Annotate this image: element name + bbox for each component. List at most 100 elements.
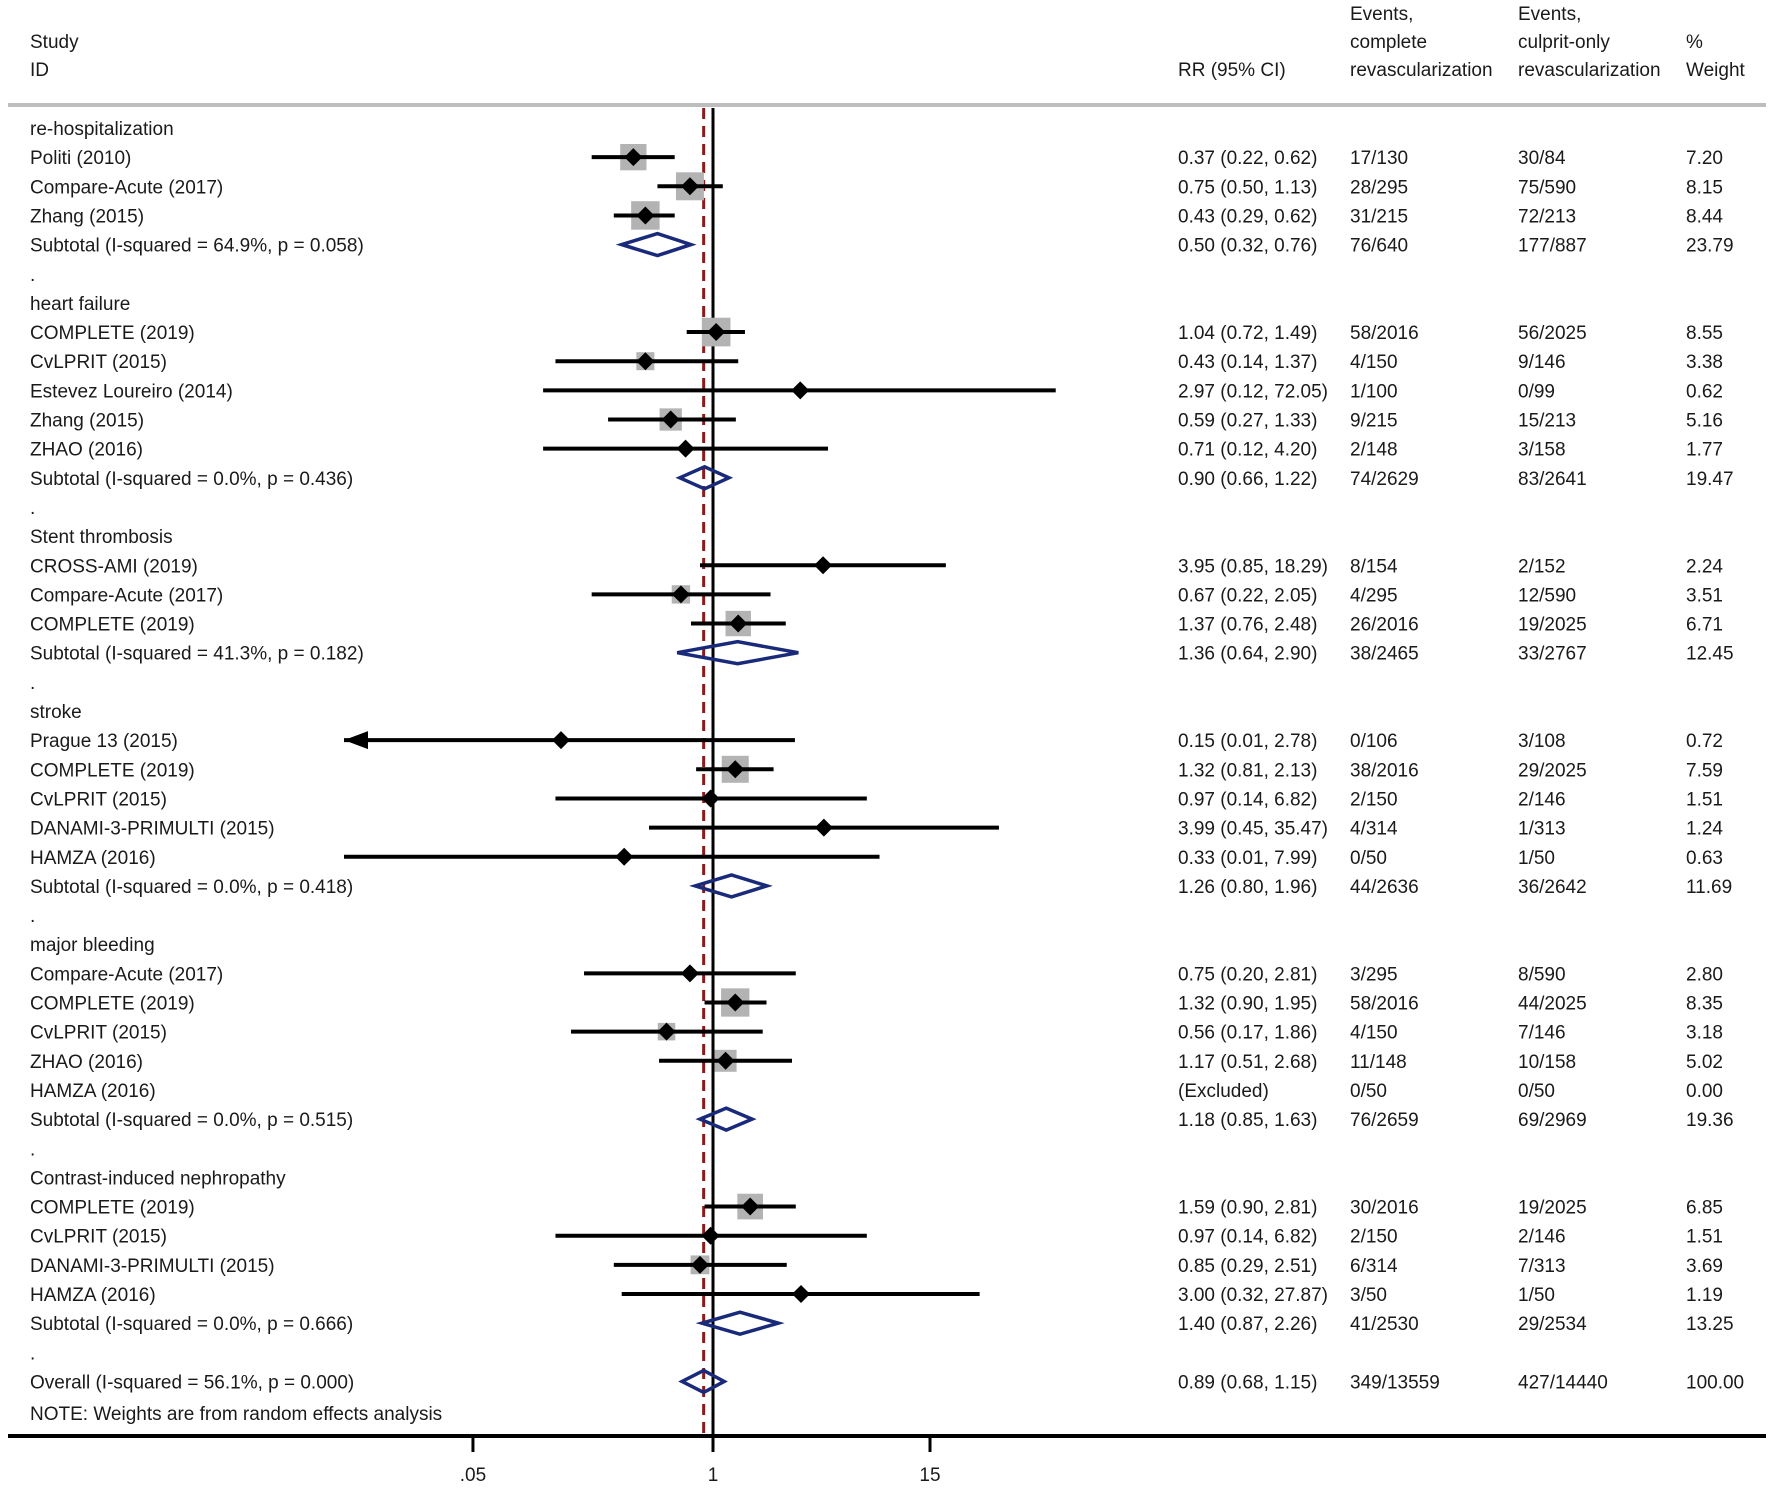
events-culprit-value: 12/590 (1518, 585, 1576, 606)
rows: re-hospitalization Politi (2010) 0.37 (0.2… (30, 108, 1744, 1436)
study-label: Politi (2010) (30, 148, 131, 169)
group-header: heart failure (30, 294, 130, 315)
weights-note: NOTE: Weights are from random effects an… (30, 1404, 442, 1425)
study-label: HAMZA (2016) (30, 848, 156, 869)
rr-ci-value: 1.32 (0.81, 2.13) (1178, 760, 1317, 781)
events-complete-value: 0/50 (1350, 1081, 1387, 1102)
weight-value: 5.02 (1686, 1052, 1723, 1073)
events-complete-value: 31/215 (1350, 206, 1408, 227)
events-culprit-value: 19/2025 (1518, 1198, 1587, 1219)
point-estimate-marker (791, 381, 810, 400)
rr-ci-value: 3.00 (0.32, 27.87) (1178, 1285, 1328, 1306)
events-culprit-value: 29/2025 (1518, 760, 1587, 781)
weight-value: 12.45 (1686, 644, 1734, 665)
events-complete-value: 4/295 (1350, 585, 1398, 606)
weight-value: 6.85 (1686, 1198, 1723, 1219)
weight-value: 8.55 (1686, 323, 1723, 344)
point-estimate-marker (729, 614, 748, 633)
study-label: Zhang (2015) (30, 411, 144, 432)
events-complete-value: 6/314 (1350, 1256, 1398, 1277)
rr-ci-value: 0.43 (0.14, 1.37) (1178, 352, 1317, 373)
rr-ci-value: 0.71 (0.12, 4.20) (1178, 440, 1317, 461)
group-separator: . (30, 673, 35, 694)
pooled-diamond (689, 873, 773, 899)
point-estimate-marker (636, 352, 655, 371)
events-culprit-value: 83/2641 (1518, 469, 1587, 490)
rr-ci-value: 1.26 (0.80, 1.96) (1178, 877, 1317, 898)
header-study: Study (30, 32, 79, 53)
group-header: re-hospitalization (30, 119, 174, 140)
rr-ci-value: 0.67 (0.22, 2.05) (1178, 585, 1317, 606)
rr-ci-value: 3.95 (0.85, 18.29) (1178, 556, 1328, 577)
x-tick-label: 15 (919, 1465, 940, 1486)
subtotal-label: Subtotal (I-squared = 0.0%, p = 0.418) (30, 877, 353, 898)
rr-ci-value: 0.97 (0.14, 6.82) (1178, 1227, 1317, 1248)
events-culprit-value: 72/213 (1518, 206, 1576, 227)
study-label: Compare-Acute (2017) (30, 177, 223, 198)
events-culprit-value: 10/158 (1518, 1052, 1576, 1073)
point-estimate-marker (726, 993, 745, 1012)
rr-ci-value: 0.89 (0.68, 1.15) (1178, 1372, 1317, 1393)
rr-ci-value: (Excluded) (1178, 1081, 1269, 1102)
group-header: major bleeding (30, 935, 155, 956)
subtotal-label: Subtotal (I-squared = 0.0%, p = 0.436) (30, 469, 353, 490)
group-separator: . (30, 265, 35, 286)
pooled-diamond (676, 639, 799, 666)
study-label: DANAMI-3-PRIMULTI (2015) (30, 819, 275, 840)
events-complete-value: 76/2659 (1350, 1110, 1419, 1131)
events-culprit-value: 33/2767 (1518, 644, 1587, 665)
pooled-diamond (695, 1106, 757, 1132)
point-estimate-marker (680, 177, 699, 196)
study-label: Prague 13 (2015) (30, 731, 178, 752)
point-estimate-marker (726, 760, 745, 779)
header-events-culprit-3: revascularization (1518, 60, 1661, 81)
events-complete-value: 44/2636 (1350, 877, 1419, 898)
events-culprit-value: 7/146 (1518, 1023, 1566, 1044)
weight-value: 8.15 (1686, 177, 1723, 198)
header-events-complete-2: complete (1350, 32, 1427, 53)
weight-value: 0.62 (1686, 381, 1723, 402)
rr-ci-value: 1.17 (0.51, 2.68) (1178, 1052, 1317, 1073)
weight-value: 2.80 (1686, 964, 1723, 985)
study-label: CvLPRIT (2015) (30, 1227, 167, 1248)
pooled-diamond (675, 464, 734, 491)
point-estimate-marker (814, 556, 833, 575)
study-label: HAMZA (2016) (30, 1081, 156, 1102)
events-complete-value: 0/50 (1350, 848, 1387, 869)
point-estimate-marker (716, 1051, 735, 1070)
rr-ci-value: 0.75 (0.50, 1.13) (1178, 177, 1317, 198)
weight-value: 1.51 (1686, 1227, 1723, 1248)
events-complete-value: 41/2530 (1350, 1314, 1419, 1335)
header-weight-pct: % (1686, 32, 1703, 53)
weight-value: 3.38 (1686, 352, 1723, 373)
x-tick-label: .05 (460, 1465, 486, 1486)
header-id: ID (30, 60, 49, 81)
weight-value: 1.51 (1686, 789, 1723, 810)
column-headers: Study ID RR (95% CI) Events, complete re… (30, 4, 1746, 81)
point-estimate-marker (615, 847, 634, 866)
weight-value: 13.25 (1686, 1314, 1734, 1335)
events-culprit-value: 2/146 (1518, 1227, 1566, 1248)
point-estimate-marker (701, 1226, 720, 1245)
events-culprit-value: 1/50 (1518, 1285, 1555, 1306)
study-label: CvLPRIT (2015) (30, 1023, 167, 1044)
group-header: stroke (30, 702, 82, 723)
events-culprit-value: 0/99 (1518, 381, 1555, 402)
events-culprit-value: 15/213 (1518, 411, 1576, 432)
events-complete-value: 28/295 (1350, 177, 1408, 198)
weight-value: 0.72 (1686, 731, 1723, 752)
weight-value: 0.00 (1686, 1081, 1723, 1102)
rr-ci-value: 1.32 (0.90, 1.95) (1178, 994, 1317, 1015)
rr-ci-value: 0.90 (0.66, 1.22) (1178, 469, 1317, 490)
events-complete-value: 11/148 (1350, 1052, 1407, 1073)
events-complete-value: 17/130 (1350, 148, 1408, 169)
events-culprit-value: 177/887 (1518, 236, 1587, 257)
events-complete-value: 76/640 (1350, 236, 1408, 257)
events-complete-value: 74/2629 (1350, 469, 1419, 490)
header-events-culprit-1: Events, (1518, 4, 1581, 25)
study-label: HAMZA (2016) (30, 1285, 156, 1306)
rr-ci-value: 1.18 (0.85, 1.63) (1178, 1110, 1317, 1131)
ci-arrow-left (344, 731, 368, 750)
events-culprit-value: 75/590 (1518, 177, 1576, 198)
